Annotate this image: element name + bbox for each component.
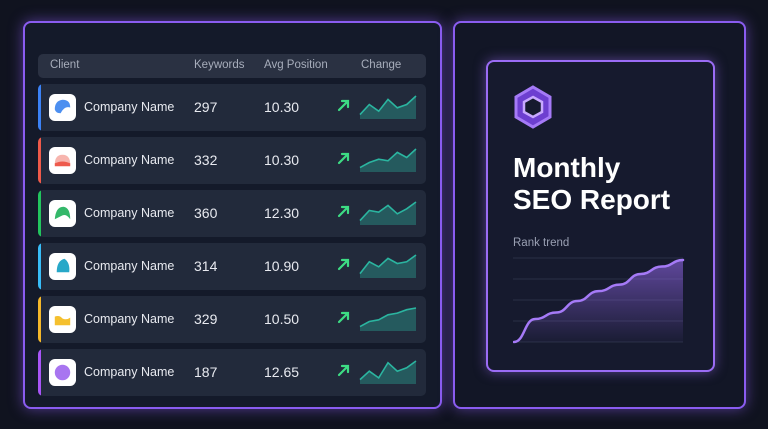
table-header: Client Keywords Avg Position Change (38, 54, 426, 78)
keywords-value: 329 (194, 311, 218, 327)
trend-line (513, 258, 685, 344)
report-card: Monthly SEO Report Rank trend (486, 60, 715, 372)
trend-up-arrow-icon (337, 152, 350, 165)
sparkline-line (359, 254, 417, 275)
keywords-value: 314 (194, 258, 218, 274)
keywords-value: 332 (194, 152, 218, 168)
header-change: Change (361, 59, 402, 71)
row-accent-bar (38, 84, 41, 131)
company-name: Company Name (84, 153, 175, 167)
trend-up-arrow-icon (337, 364, 350, 377)
company-logo-icon (49, 147, 76, 174)
sparkline-area (360, 308, 416, 331)
sparkline-line (359, 148, 417, 169)
avg-position-value: 10.30 (264, 152, 300, 168)
sparkline-chart (359, 307, 417, 331)
sparkline-area (360, 361, 416, 384)
sparkline-chart (359, 201, 417, 225)
sparkline-chart (359, 254, 417, 278)
company-logo-icon (49, 200, 76, 227)
sparkline-line (359, 201, 417, 222)
hexagon-logo-icon (514, 85, 552, 129)
avg-position-value: 10.30 (264, 99, 300, 115)
sparkline-line (359, 360, 417, 381)
avg-position-value: 10.90 (264, 258, 300, 274)
sparkline-area (360, 96, 416, 119)
keywords-value: 297 (194, 99, 218, 115)
sparkline-chart (359, 148, 417, 172)
row-accent-bar (38, 190, 41, 237)
row-accent-bar (38, 243, 41, 290)
sparkline-chart (359, 95, 417, 119)
sparkline-line (359, 307, 417, 328)
trend-area (514, 260, 683, 342)
sparkline-area (360, 149, 416, 172)
sparkline-area (360, 255, 416, 278)
row-accent-bar (38, 296, 41, 343)
keywords-value: 360 (194, 205, 218, 221)
table-row[interactable]: Company Name 332 10.30 (38, 137, 426, 184)
company-name: Company Name (84, 206, 175, 220)
trend-up-arrow-icon (337, 258, 350, 271)
table-row[interactable]: Company Name 329 10.50 (38, 296, 426, 343)
trend-up-arrow-icon (337, 205, 350, 218)
avg-position-value: 10.50 (264, 311, 300, 327)
row-accent-bar (38, 137, 41, 184)
header-keywords: Keywords (194, 59, 245, 71)
keywords-value: 187 (194, 364, 218, 380)
rank-trend-chart (513, 257, 685, 344)
title-line-1: Monthly (513, 152, 621, 183)
sparkline-line (359, 95, 417, 116)
company-name: Company Name (84, 312, 175, 326)
header-avg-position: Avg Position (264, 59, 328, 71)
company-logo-icon (49, 306, 76, 333)
trend-up-arrow-icon (337, 311, 350, 324)
company-logo-icon (49, 253, 76, 280)
company-logo-icon (49, 94, 76, 121)
company-name: Company Name (84, 365, 175, 379)
trend-up-arrow-icon (337, 99, 350, 112)
report-panel: Monthly SEO Report Rank trend (453, 21, 746, 409)
title-line-2: SEO Report (513, 184, 671, 215)
table-row[interactable]: Company Name 297 10.30 (38, 84, 426, 131)
company-logo-icon (49, 359, 76, 386)
table-row[interactable]: Company Name 360 12.30 (38, 190, 426, 237)
sparkline-chart (359, 360, 417, 384)
client-table-panel: Client Keywords Avg Position Change Comp… (23, 21, 442, 409)
avg-position-value: 12.65 (264, 364, 300, 380)
header-client: Client (50, 59, 80, 71)
report-title: Monthly SEO Report (513, 152, 670, 216)
chart-label: Rank trend (513, 237, 570, 249)
table-row[interactable]: Company Name 187 12.65 (38, 349, 426, 396)
company-name: Company Name (84, 100, 175, 114)
company-name: Company Name (84, 259, 175, 273)
sparkline-area (360, 202, 416, 225)
avg-position-value: 12.30 (264, 205, 300, 221)
row-accent-bar (38, 349, 41, 396)
table-row[interactable]: Company Name 314 10.90 (38, 243, 426, 290)
